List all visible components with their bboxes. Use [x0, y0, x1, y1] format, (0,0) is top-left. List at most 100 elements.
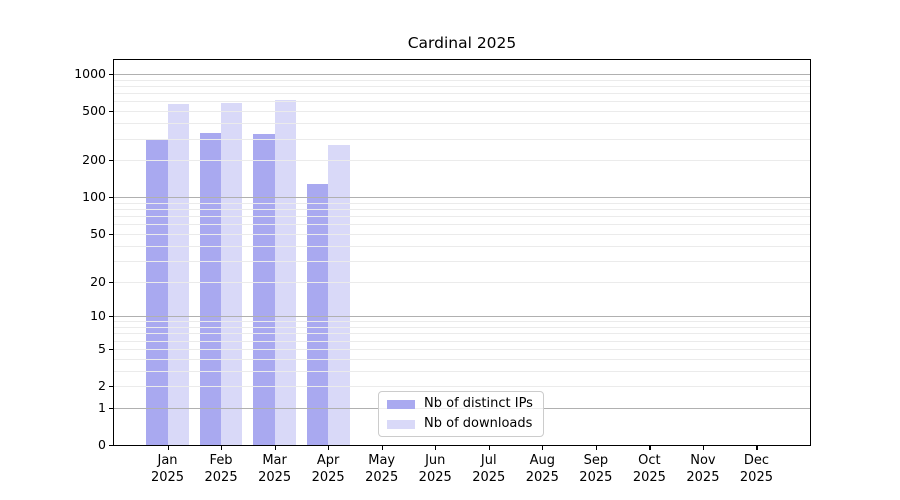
- x-axis-tick-mark: [328, 446, 330, 450]
- y-axis-tick-label: 0: [98, 437, 106, 452]
- y-axis-tick-mark: [109, 316, 113, 318]
- gridline-major: [114, 74, 810, 76]
- gridline-major: [114, 316, 810, 318]
- x-axis-tick-label: Jun 2025: [399, 452, 471, 486]
- x-axis-tick-mark: [381, 446, 383, 450]
- plot-area: Nb of distinct IPs Nb of downloads: [113, 59, 811, 446]
- x-tick-year: 2025: [418, 470, 452, 485]
- x-tick-month: Sep: [583, 453, 609, 468]
- gridline-minor: [114, 245, 810, 247]
- y-axis-tick-mark: [109, 160, 113, 162]
- x-axis-tick-label: Sep 2025: [560, 452, 632, 486]
- y-axis-tick-mark: [109, 197, 113, 199]
- gridline-minor: [114, 321, 810, 323]
- x-tick-month: Dec: [743, 453, 770, 468]
- x-tick-year: 2025: [472, 470, 506, 485]
- x-axis-tick-mark: [488, 446, 490, 450]
- gridline-minor: [114, 123, 810, 125]
- x-axis-tick-mark: [542, 446, 544, 450]
- x-tick-year: 2025: [311, 470, 345, 485]
- x-tick-year: 2025: [150, 470, 185, 485]
- y-axis-tick-mark: [109, 445, 113, 447]
- y-axis-tick-mark: [109, 386, 113, 388]
- x-axis-tick-label: Nov 2025: [667, 452, 739, 486]
- legend-label-downloads: Nb of downloads: [424, 416, 533, 431]
- gridline-minor: [114, 216, 810, 218]
- x-tick-month: Oct: [638, 453, 661, 468]
- y-axis-tick-mark: [109, 74, 113, 76]
- gridline-minor: [114, 348, 810, 350]
- x-axis-tick-label: Mar 2025: [239, 452, 311, 486]
- bar-downloads: [167, 103, 189, 445]
- x-axis-tick-label: Dec 2025: [720, 452, 792, 486]
- x-axis-tick-label: Aug 2025: [506, 452, 578, 486]
- y-axis-tick-label: 5: [98, 340, 106, 356]
- x-tick-month: Feb: [209, 453, 233, 468]
- gridline-minor: [114, 386, 810, 388]
- bar-downloads: [328, 145, 350, 445]
- x-axis-tick-label: Feb 2025: [185, 452, 257, 486]
- bar-distinct-ips: [199, 132, 222, 445]
- legend-swatch-downloads: [387, 419, 415, 429]
- y-axis-tick-label: 2: [98, 378, 106, 394]
- gridline-minor: [114, 333, 810, 335]
- y-axis-tick-mark: [109, 348, 113, 350]
- bar-distinct-ips: [253, 134, 275, 445]
- x-tick-month: Aug: [529, 453, 555, 468]
- gridline-minor: [114, 209, 810, 211]
- gridline-minor: [114, 233, 810, 235]
- y-axis-tick-mark: [109, 111, 113, 113]
- x-axis-tick-mark: [435, 446, 437, 450]
- gridline-major: [114, 197, 810, 199]
- x-tick-year: 2025: [632, 470, 666, 485]
- legend: Nb of distinct IPs Nb of downloads: [378, 391, 544, 437]
- x-axis-tick-mark: [274, 446, 276, 450]
- x-tick-year: 2025: [204, 470, 238, 485]
- x-axis-tick-mark: [167, 446, 169, 450]
- gridline-minor: [114, 101, 810, 103]
- gridline-minor: [114, 224, 810, 226]
- gridline-minor: [114, 327, 810, 329]
- legend-swatch-distinct-ips: [387, 399, 415, 409]
- x-tick-year: 2025: [579, 470, 613, 485]
- y-axis-tick-label: 200: [82, 152, 106, 168]
- x-axis-tick-mark: [756, 446, 758, 450]
- y-axis-tick-label: 1000: [74, 66, 106, 82]
- x-tick-month: Jan: [157, 453, 178, 468]
- x-tick-month: Nov: [690, 453, 716, 468]
- gridline-minor: [114, 160, 810, 162]
- gridline-minor: [114, 358, 810, 360]
- gridline-minor: [114, 281, 810, 283]
- y-axis-tick-label: 10: [90, 308, 106, 324]
- y-axis-tick-label: 500: [82, 103, 106, 119]
- gridline-minor: [114, 111, 810, 113]
- legend-entry-downloads: Nb of downloads: [387, 416, 543, 432]
- x-axis-tick-mark: [702, 446, 705, 450]
- x-axis-tick-label: Jul 2025: [453, 452, 525, 486]
- bar-distinct-ips: [306, 184, 329, 445]
- legend-label-distinct-ips: Nb of distinct IPs: [424, 396, 533, 411]
- x-tick-year: 2025: [365, 470, 399, 485]
- x-axis-tick-label: Jan 2025: [132, 452, 204, 486]
- gridline-minor: [114, 93, 810, 95]
- gridline-minor: [114, 202, 810, 204]
- gridline-minor: [114, 86, 810, 88]
- gridline-minor: [114, 340, 810, 342]
- y-axis-tick-label: 20: [90, 273, 106, 289]
- y-axis-tick-label: 1: [98, 399, 106, 415]
- x-axis-tick-mark: [649, 446, 651, 450]
- gridline-minor: [114, 79, 810, 81]
- x-tick-month: Jun: [425, 453, 446, 468]
- x-axis-tick-mark: [595, 446, 598, 450]
- bar-distinct-ips: [146, 139, 168, 445]
- grid-layer: [114, 60, 810, 445]
- x-tick-month: Jul: [480, 453, 497, 468]
- x-axis-tick-mark: [221, 446, 223, 450]
- legend-entry-distinct-ips: Nb of distinct IPs: [387, 396, 543, 412]
- x-tick-year: 2025: [258, 470, 292, 485]
- x-axis-tick-label: Apr 2025: [292, 452, 364, 486]
- x-tick-year: 2025: [739, 470, 773, 485]
- x-tick-year: 2025: [686, 470, 720, 485]
- y-axis-tick-mark: [109, 233, 113, 236]
- x-tick-month: May: [368, 453, 396, 468]
